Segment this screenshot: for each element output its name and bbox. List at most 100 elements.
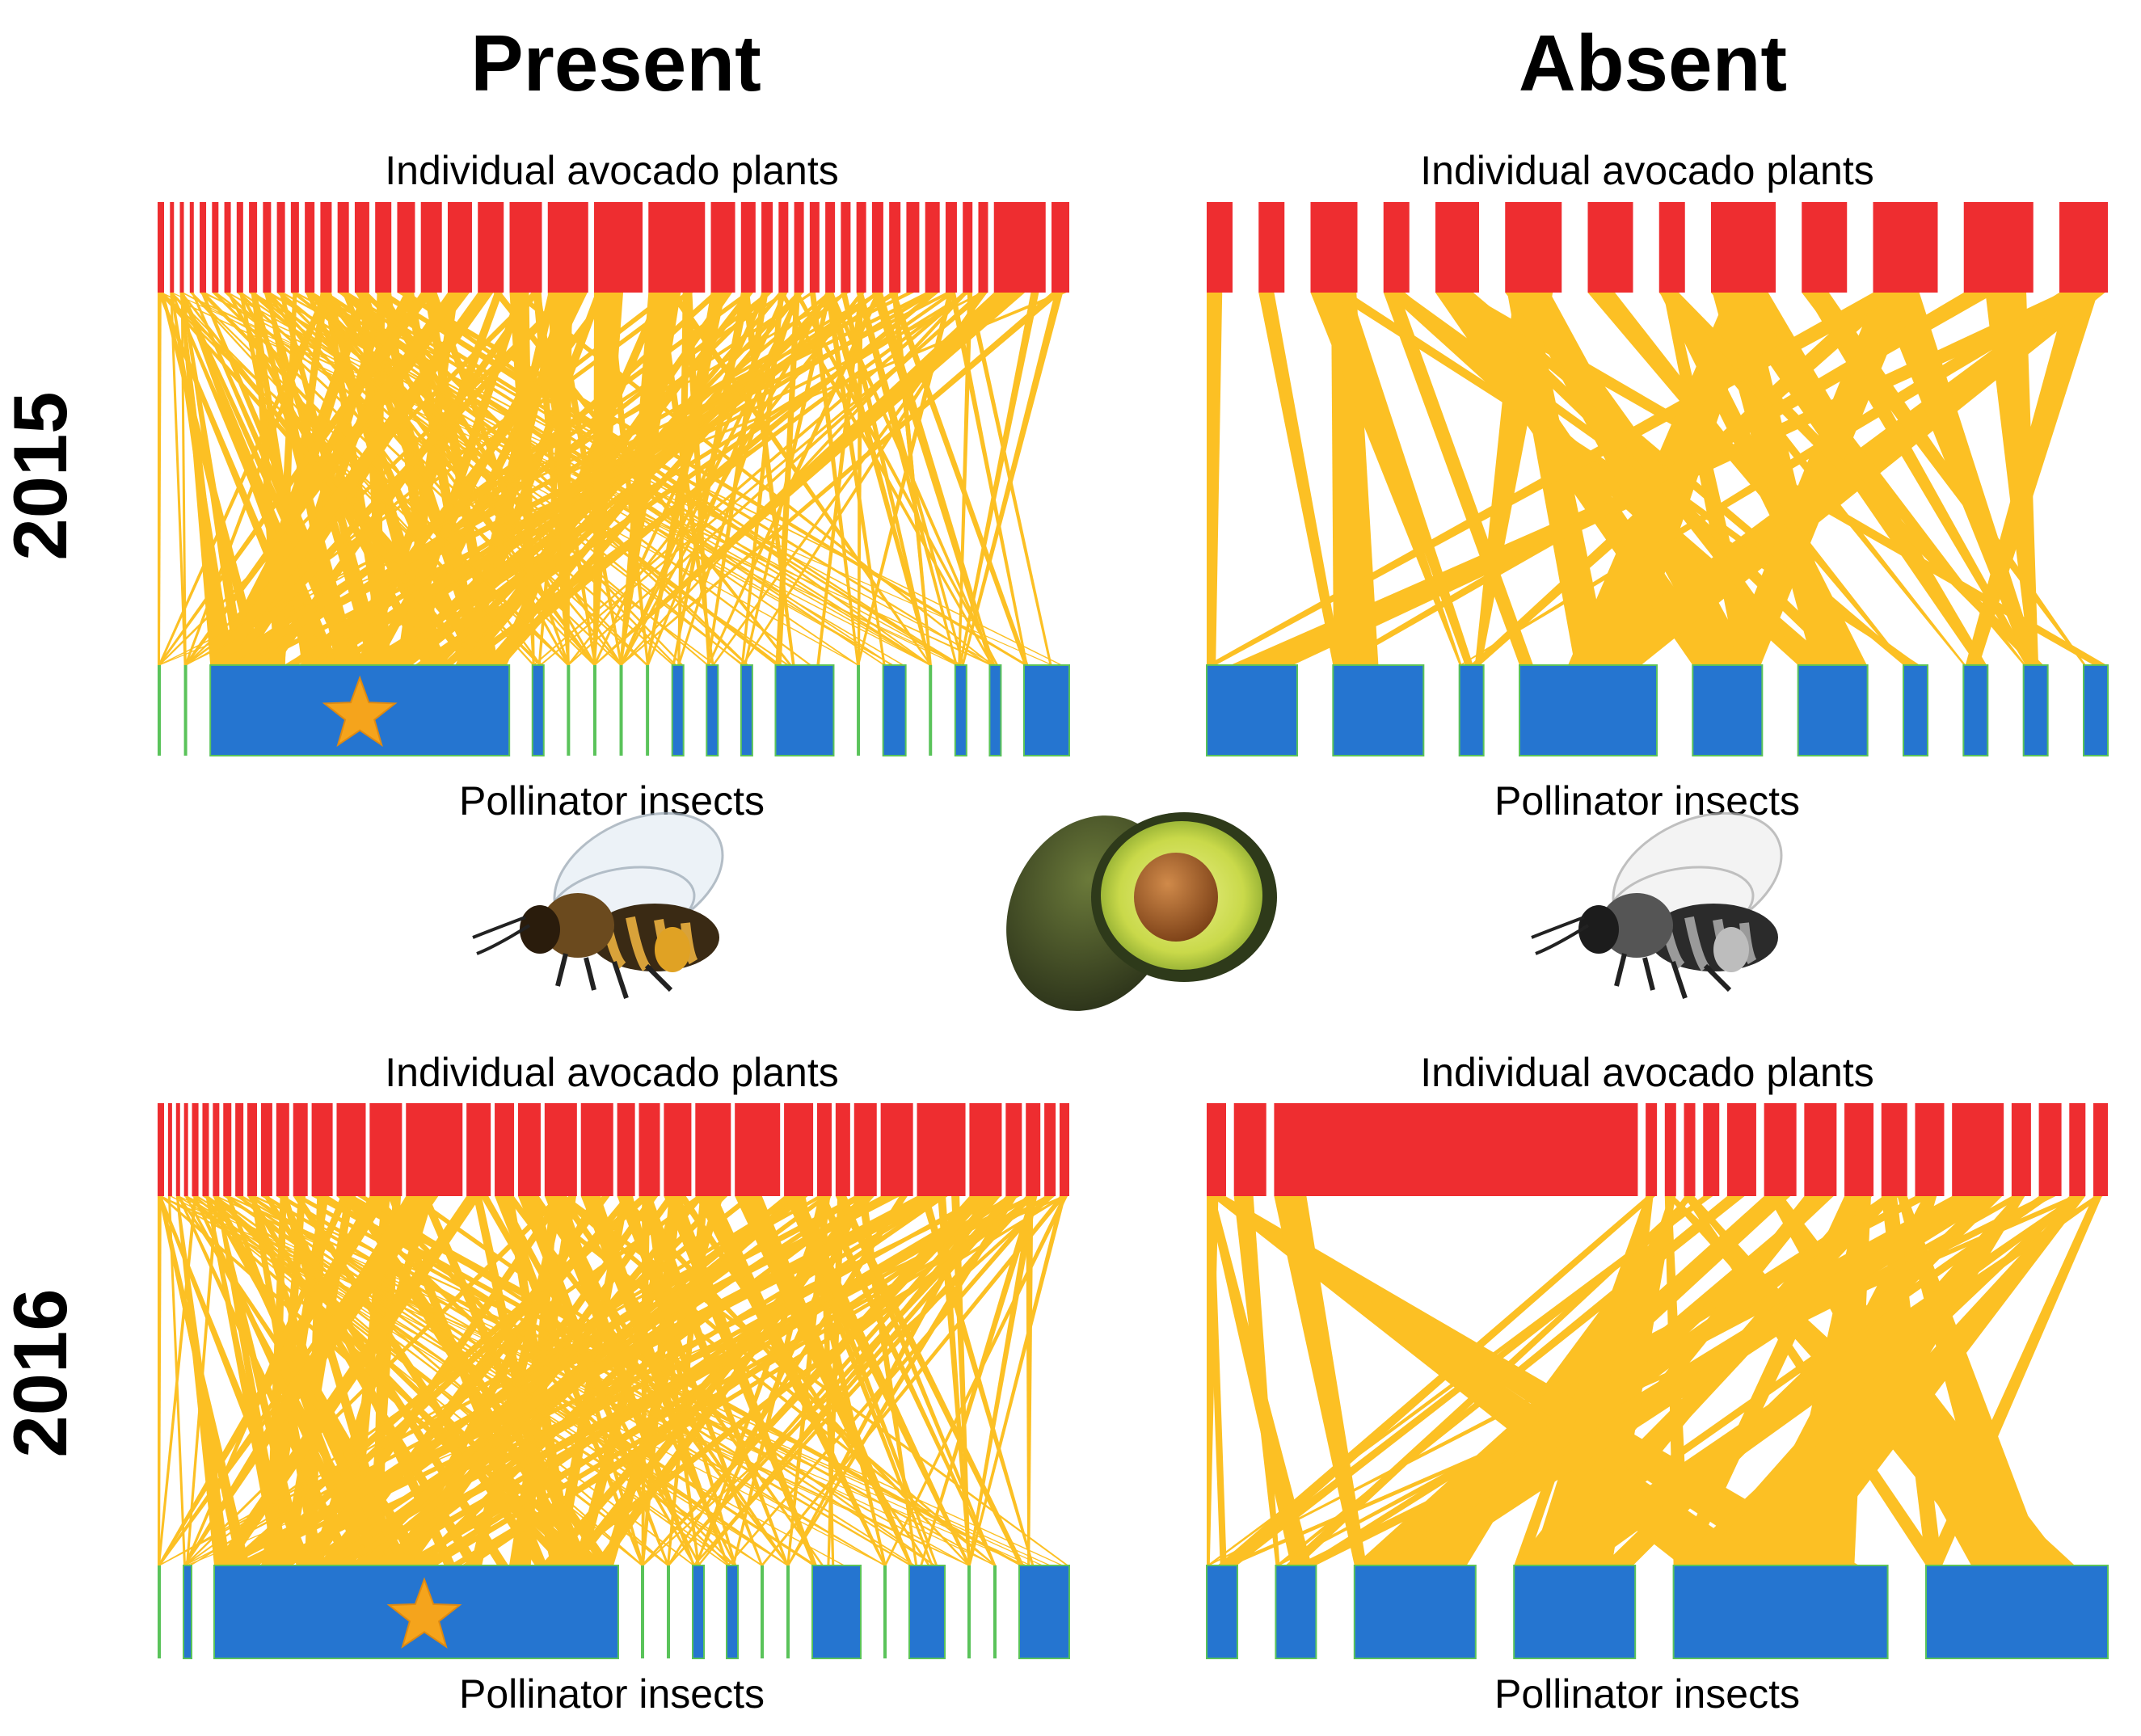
interaction-link bbox=[786, 1196, 1018, 1565]
interaction-link bbox=[828, 293, 932, 665]
plant-bar bbox=[710, 202, 735, 293]
insect-bar-minor bbox=[646, 665, 650, 756]
interaction-link bbox=[183, 293, 934, 665]
interaction-link bbox=[592, 293, 1026, 665]
interaction-link bbox=[267, 293, 596, 665]
plant-bar bbox=[189, 202, 194, 293]
plant-bar bbox=[158, 202, 164, 293]
plant-bar bbox=[648, 202, 706, 293]
interaction-link bbox=[509, 293, 535, 665]
interaction-link bbox=[1711, 293, 2026, 665]
interaction-link bbox=[200, 293, 570, 665]
insect-bar bbox=[1353, 1565, 1477, 1659]
interaction-link bbox=[214, 1196, 946, 1565]
honeybee-grayscale-icon bbox=[1531, 811, 1783, 999]
interaction-link bbox=[646, 293, 726, 665]
interaction-link bbox=[761, 1196, 1066, 1565]
plants-label-present-2015: Individual avocado plants bbox=[385, 148, 839, 193]
interaction-link bbox=[307, 293, 596, 665]
interaction-link bbox=[672, 293, 750, 665]
plant-bar bbox=[179, 202, 184, 293]
insect-bar bbox=[1692, 664, 1764, 756]
plant-bar bbox=[495, 1103, 515, 1196]
interaction-link bbox=[158, 1196, 162, 1565]
column-title-present: Present bbox=[470, 19, 761, 107]
interaction-link bbox=[189, 293, 535, 665]
interaction-link bbox=[1459, 293, 2088, 665]
plant-bar bbox=[825, 202, 836, 293]
plant-bar bbox=[871, 202, 883, 293]
interaction-link bbox=[825, 293, 886, 665]
plant-bar bbox=[917, 1103, 966, 1196]
interaction-link bbox=[212, 293, 596, 665]
plant-bar bbox=[235, 1103, 244, 1196]
plant-bar bbox=[639, 1103, 660, 1196]
interaction-link bbox=[619, 293, 1063, 665]
plant-bar bbox=[263, 202, 272, 293]
interaction-link bbox=[1658, 293, 1966, 665]
plant-bar bbox=[290, 202, 299, 293]
interaction-link bbox=[959, 293, 1039, 665]
plant-bar bbox=[1258, 202, 1285, 293]
insect-bar bbox=[726, 1565, 739, 1659]
interaction-link bbox=[473, 1196, 563, 1565]
plant-bar bbox=[695, 1103, 731, 1196]
plant-bar bbox=[761, 202, 773, 293]
interaction-link bbox=[684, 293, 710, 665]
insect-bar bbox=[988, 664, 1002, 756]
interaction-link bbox=[237, 1196, 670, 1565]
insect-bar-minor bbox=[158, 1565, 161, 1658]
insect-bar bbox=[1513, 1565, 1637, 1659]
interaction-link bbox=[1331, 293, 1379, 665]
insect-bar bbox=[908, 1565, 946, 1659]
plant-bar bbox=[664, 1103, 692, 1196]
interaction-link bbox=[336, 1196, 1025, 1565]
interaction-link bbox=[331, 1196, 1020, 1565]
insect-bar-minor bbox=[183, 665, 188, 756]
insects-label-absent-2016: Pollinator insects bbox=[1494, 1671, 1800, 1717]
interaction-link bbox=[794, 293, 999, 665]
honeybee-icon bbox=[472, 811, 724, 999]
interaction-link bbox=[1354, 1196, 2024, 1565]
interaction-link bbox=[857, 293, 954, 665]
interaction-link bbox=[961, 293, 1064, 665]
insect-bar-minor bbox=[883, 1565, 887, 1658]
plant-bar bbox=[192, 1103, 199, 1196]
insect-bar bbox=[811, 1565, 862, 1659]
plant-bar bbox=[617, 1103, 635, 1196]
interaction-link bbox=[183, 1196, 900, 1565]
plant-bar bbox=[1646, 1103, 1658, 1196]
interaction-link bbox=[224, 293, 622, 665]
plant-bar bbox=[223, 1103, 232, 1196]
plant-bar bbox=[1804, 1103, 1837, 1196]
interaction-link bbox=[1275, 1196, 1745, 1565]
interaction-link bbox=[1207, 1196, 1933, 1565]
column-title-absent: Absent bbox=[1518, 19, 1788, 107]
plant-bar bbox=[170, 202, 175, 293]
plant-bar bbox=[794, 202, 804, 293]
plant-bar bbox=[1026, 1103, 1041, 1196]
network-panel-present-2016 bbox=[158, 1103, 1070, 1659]
interaction-link bbox=[160, 293, 264, 665]
plant-bar bbox=[224, 202, 231, 293]
interaction-link bbox=[667, 1196, 1016, 1565]
interaction-link bbox=[517, 1196, 669, 1565]
plant-bar bbox=[1915, 1103, 1945, 1196]
interaction-link bbox=[641, 1196, 651, 1565]
interaction-link bbox=[183, 1196, 706, 1565]
interaction-link bbox=[544, 1196, 695, 1565]
plant-bar bbox=[276, 1103, 289, 1196]
plant-bar bbox=[925, 202, 940, 293]
star-icon bbox=[386, 1577, 462, 1649]
interaction-link bbox=[210, 293, 953, 665]
plant-bar bbox=[509, 202, 542, 293]
plant-bar bbox=[397, 202, 415, 293]
plant-bar bbox=[293, 1103, 308, 1196]
plant-bar bbox=[320, 202, 332, 293]
interaction-link bbox=[159, 1196, 591, 1565]
insect-bar-minor bbox=[929, 665, 933, 756]
plant-bar bbox=[889, 202, 901, 293]
insect-bar-minor bbox=[786, 1565, 790, 1658]
insect-bar-minor bbox=[592, 665, 596, 756]
plant-bar bbox=[544, 1103, 577, 1196]
